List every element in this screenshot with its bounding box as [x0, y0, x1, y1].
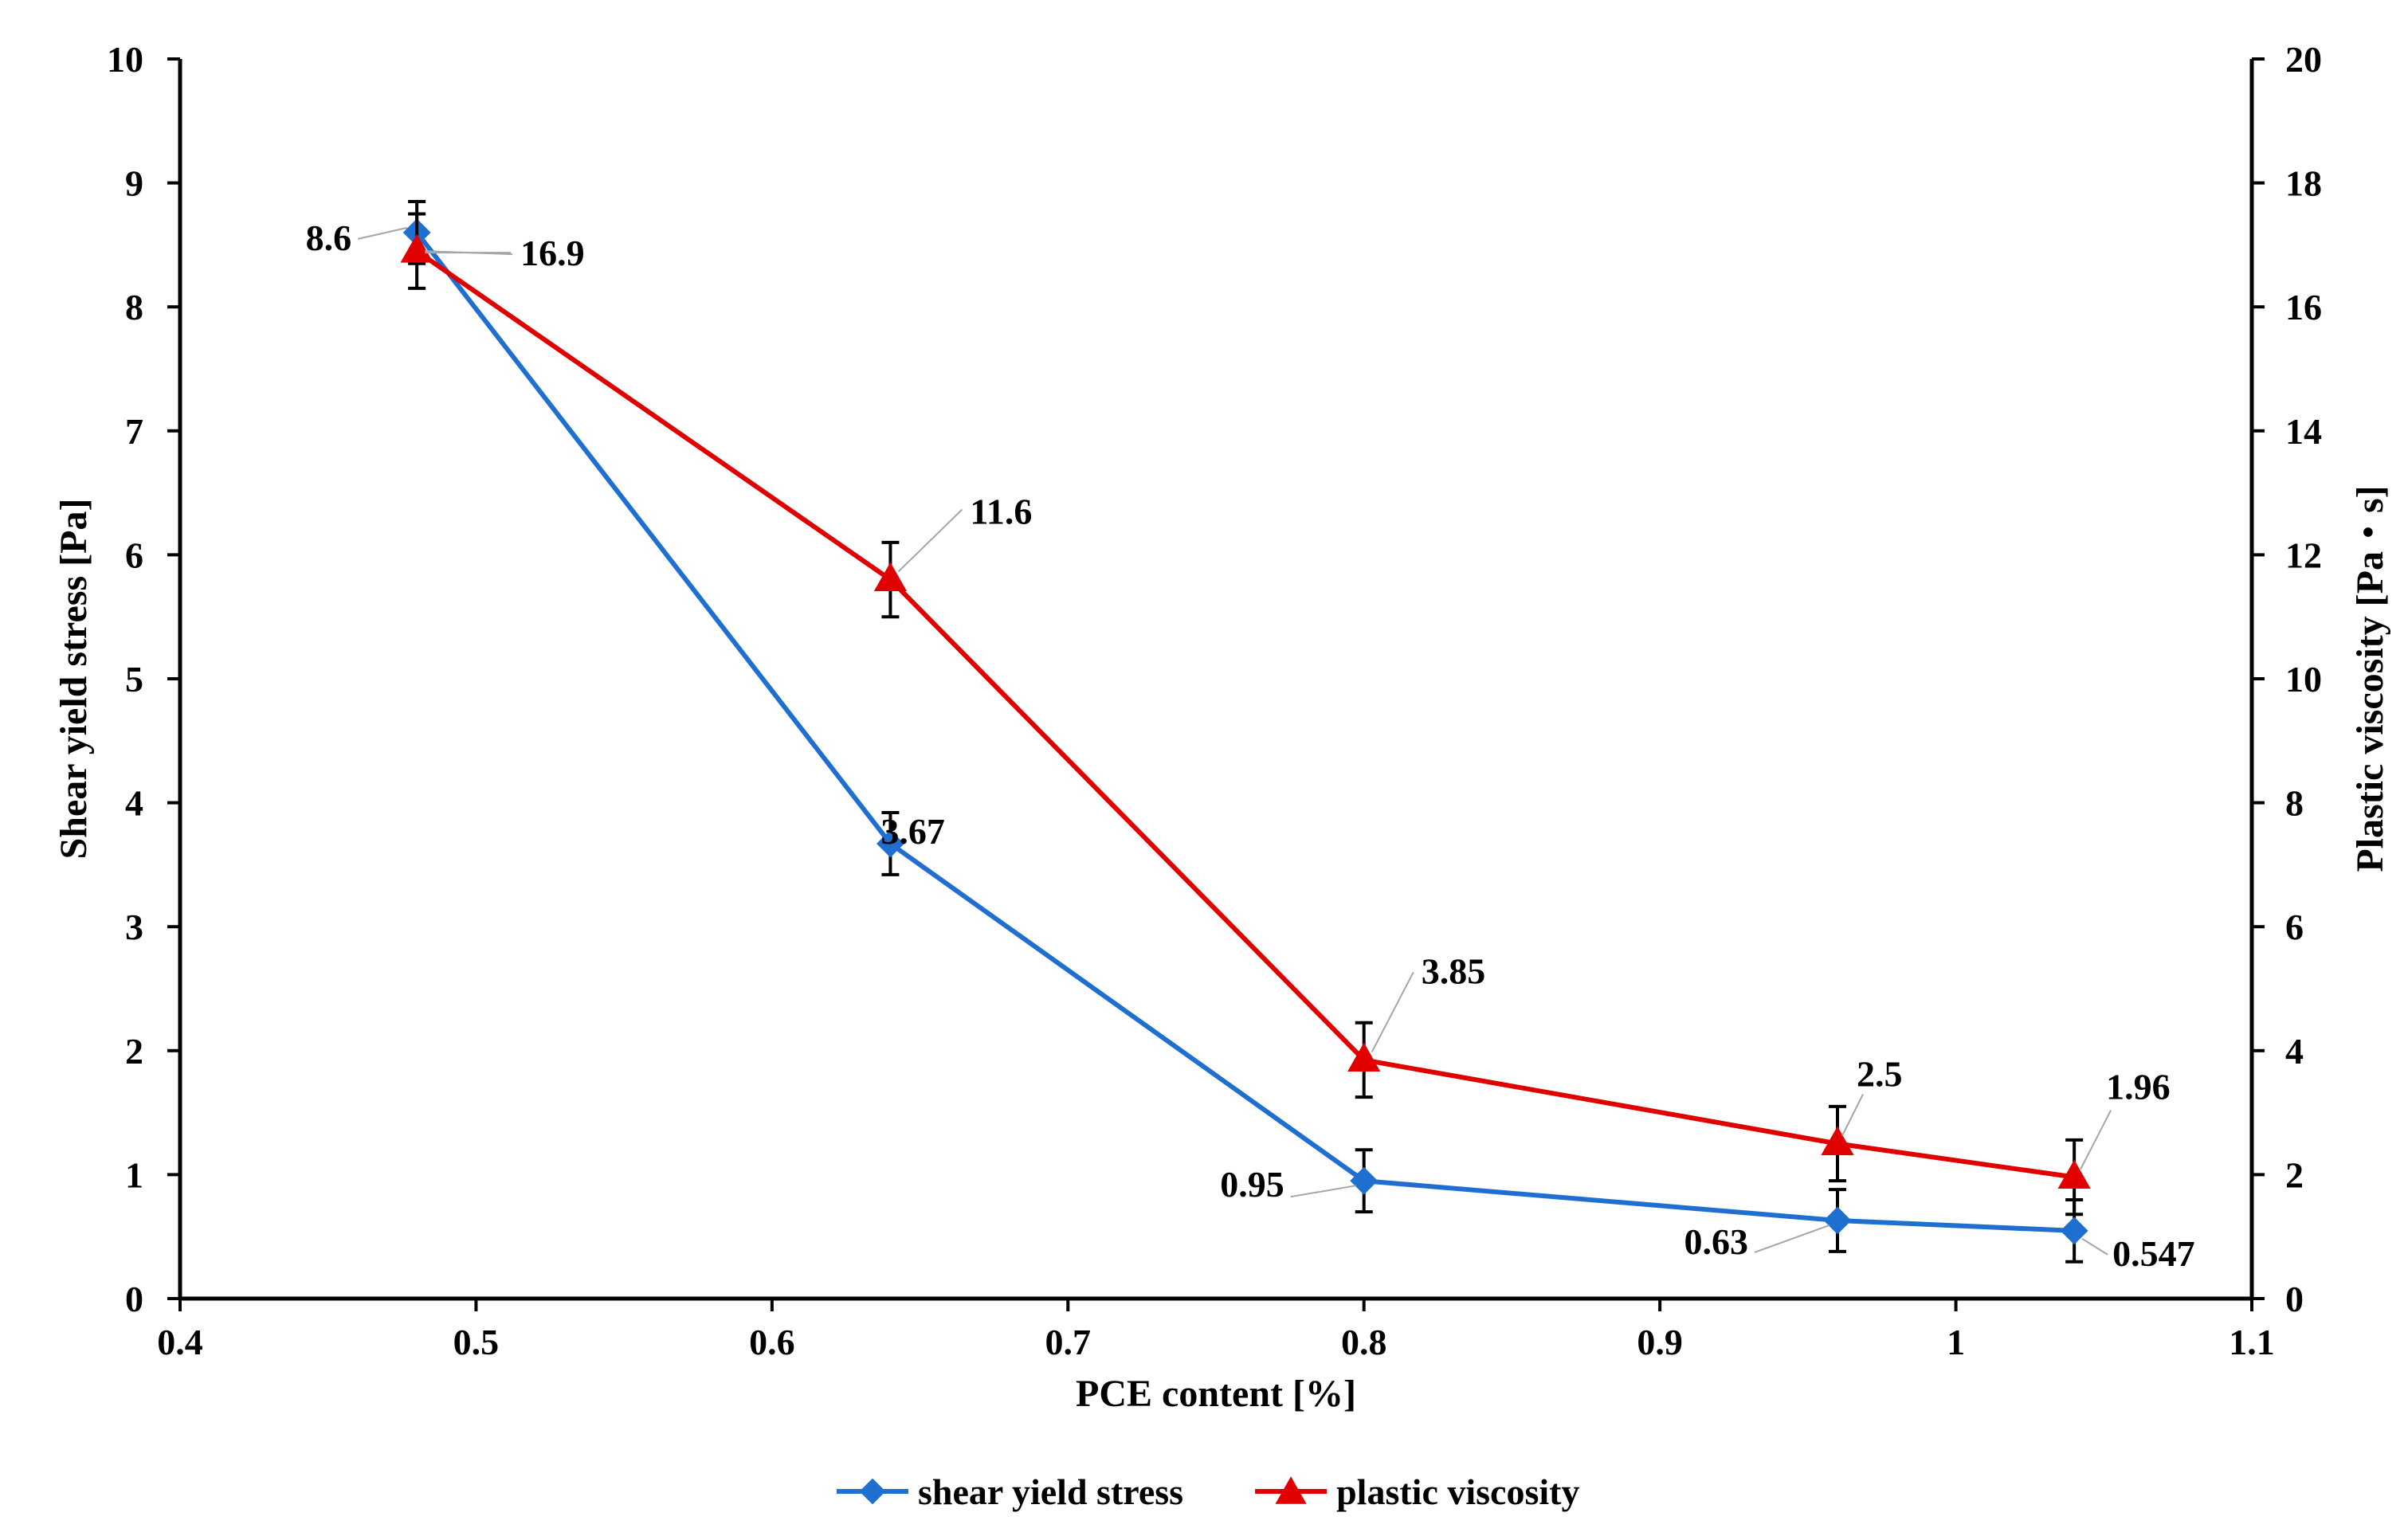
y-tick-label-left: 6 [125, 535, 143, 575]
legend-item-plastic-viscosity: plastic viscosity [1255, 1471, 1579, 1512]
y-tick-label-right: 16 [2285, 287, 2322, 327]
legend-label: shear yield stress [918, 1471, 1183, 1512]
y-tick-label-left: 9 [125, 163, 143, 204]
legend-marker [1275, 1476, 1307, 1504]
x-tick-label: 0.4 [157, 1322, 203, 1362]
y-tick-label-right: 20 [2285, 39, 2322, 80]
data-point [873, 562, 908, 592]
data-label: 0.547 [2112, 1233, 2195, 1274]
leader-line [2081, 1238, 2108, 1256]
y-tick-label-right: 0 [2285, 1279, 2304, 1319]
x-tick-label: 0.5 [453, 1322, 500, 1362]
x-tick-label: 1 [1947, 1322, 1965, 1362]
data-point [1350, 1166, 1379, 1195]
leader-line [2080, 1110, 2112, 1170]
data-point [2060, 1217, 2088, 1245]
y-axis-title-left: Shear yield stress [Pa] [53, 499, 95, 860]
data-label: 16.9 [520, 233, 585, 273]
x-tick-label: 0.6 [749, 1322, 795, 1362]
axes: 0.4 0.5 0.6 0.7 0.8 0.9 1 1.1012345678910024681… [53, 39, 2391, 1415]
y-tick-label-left: 7 [125, 411, 143, 452]
legend-item-shear-yield-stress: shear yield stress [837, 1471, 1183, 1512]
legend-marker [859, 1478, 886, 1505]
y-tick-label-left: 1 [125, 1154, 143, 1195]
data-labels: 8.6 3.67 0.95 0.63 0.547 16.9 11.6 3.85 2.5 1.96 [306, 217, 2195, 1274]
y-tick-label-right: 8 [2285, 783, 2304, 824]
leader-line [357, 226, 408, 240]
y-tick-label-right: 14 [2285, 411, 2322, 452]
y-tick-label-left: 8 [125, 287, 143, 327]
leader-line [1290, 1185, 1356, 1198]
leader-line [897, 508, 963, 573]
y-tick-label-left: 10 [107, 39, 143, 80]
series-plastic-viscosity [400, 212, 2091, 1217]
data-point [400, 233, 433, 263]
series-shear-yield-stress [402, 199, 2088, 1264]
y-tick-label-right: 2 [2285, 1154, 2304, 1195]
x-tick-label: 1.1 [2229, 1322, 2275, 1362]
data-label: 3.67 [880, 811, 945, 852]
legend: shear yield stress plastic viscosity [837, 1471, 1579, 1512]
y-tick-label-left: 0 [125, 1279, 143, 1319]
legend-label: plastic viscosity [1336, 1471, 1579, 1512]
y-tick-label-right: 12 [2285, 535, 2322, 575]
leader-line [1371, 972, 1414, 1052]
data-point [1347, 1042, 1381, 1072]
y-tick-label-right: 6 [2285, 907, 2304, 947]
y-tick-label-right: 18 [2285, 163, 2322, 204]
y-tick-label-left: 3 [125, 907, 143, 947]
data-point [2057, 1159, 2091, 1189]
leader-line [1841, 1094, 1864, 1136]
data-label: 8.6 [306, 217, 352, 258]
x-tick-label: 0.7 [1045, 1322, 1092, 1362]
data-point [877, 829, 904, 858]
data-point [1821, 1126, 1854, 1155]
data-label: 0.95 [1220, 1164, 1284, 1205]
data-label: 2.5 [1857, 1054, 1903, 1095]
y-tick-label-right: 4 [2285, 1031, 2304, 1072]
series-line [414, 231, 2075, 1233]
y-tick-label-left: 4 [125, 783, 143, 824]
leader-line [1754, 1224, 1830, 1253]
data-label: 0.63 [1684, 1221, 1749, 1262]
y-axis-title-right: Plastic viscosity [Pa・s] [2349, 485, 2391, 872]
data-point [1823, 1206, 1852, 1235]
x-axis-title: PCE content [%] [1076, 1373, 1356, 1415]
x-tick-label: 0.8 [1341, 1322, 1387, 1362]
y-tick-label-left: 5 [125, 659, 143, 699]
data-label: 1.96 [2106, 1067, 2171, 1107]
series-line [415, 249, 2075, 1180]
y-tick-label-right: 10 [2285, 659, 2322, 699]
y-tick-label-left: 2 [125, 1031, 143, 1072]
data-label: 11.6 [970, 492, 1032, 532]
series-layer [400, 199, 2091, 1264]
data-label: 3.85 [1422, 950, 1486, 991]
x-tick-label: 0.9 [1637, 1322, 1683, 1362]
